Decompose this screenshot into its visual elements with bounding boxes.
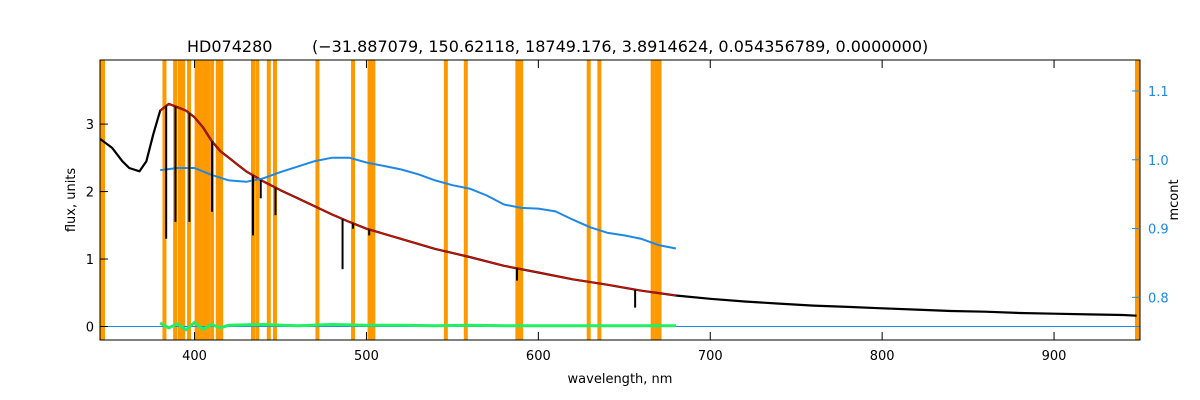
mask-band: [367, 60, 372, 340]
mask-band: [198, 60, 203, 340]
mask-band: [162, 60, 167, 340]
mask-bands: [100, 60, 1140, 340]
mask-band: [443, 60, 448, 340]
y2-tick-label: 1.0: [1148, 154, 1169, 169]
series-model-line: [159, 103, 677, 297]
x-tick-label: 700: [698, 349, 723, 364]
x-tick-label: 900: [1042, 349, 1067, 364]
mask-band: [266, 60, 271, 340]
mask-band: [315, 60, 320, 340]
mask-band: [219, 60, 224, 340]
mask-band-left-edge: [100, 60, 105, 340]
x-tick-label: 500: [354, 349, 379, 364]
mask-band: [597, 60, 602, 340]
mask-band: [586, 60, 591, 340]
y-tick-label: 0: [86, 321, 94, 336]
mask-band: [371, 60, 376, 340]
y-tick-label: 2: [86, 186, 94, 201]
mask-band: [654, 60, 659, 340]
y2-tick-label: 0.8: [1148, 291, 1169, 306]
x-tick-label: 800: [870, 349, 895, 364]
y-tick-label: 3: [86, 118, 94, 133]
x-tick-label: 600: [526, 349, 551, 364]
series-residual-line: [159, 321, 676, 332]
mask-band: [255, 60, 260, 340]
mask-band: [515, 60, 520, 340]
x-tick-label: 400: [182, 349, 207, 364]
mask-band: [463, 60, 468, 340]
y2-tick-label: 1.1: [1148, 85, 1169, 100]
y-axis-label: flux, units: [64, 168, 79, 233]
series-mcont-line: [160, 156, 677, 250]
mask-band: [181, 60, 186, 340]
mask-band: [205, 60, 210, 340]
mask-band: [194, 60, 199, 340]
chart-title: HD074280: [187, 37, 272, 56]
mask-band: [177, 60, 182, 340]
mask-band: [215, 60, 220, 340]
plot-frame: [99, 59, 1141, 341]
y-tick-label: 1: [86, 253, 94, 268]
mask-band: [657, 60, 662, 340]
axes-layer: 400 500 600 700 800 900 0 1 2 3 0.8 0.9 1.0 1.1: [86, 60, 1169, 364]
x-axis-label: wavelength, nm: [568, 372, 673, 387]
mask-band-right-edge: [1135, 60, 1140, 340]
mask-band: [519, 60, 524, 340]
mask-band: [202, 60, 207, 340]
y2-axis-label: mcont: [1167, 179, 1182, 220]
mask-band: [351, 60, 356, 340]
series-layer: [99, 102, 1140, 332]
chart-subtitle: (−31.887079, 150.62118, 18749.176, 3.891…: [312, 37, 928, 56]
y2-tick-label: 0.9: [1148, 223, 1169, 238]
mask-band: [650, 60, 655, 340]
